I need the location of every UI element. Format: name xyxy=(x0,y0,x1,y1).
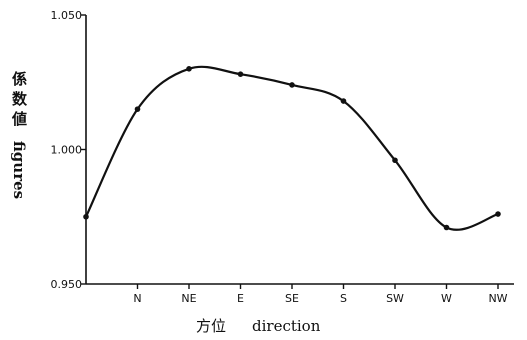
data-markers xyxy=(83,66,501,231)
x-tick-label: N xyxy=(133,292,141,305)
data-point xyxy=(340,98,347,104)
x-tick-label: S xyxy=(340,292,347,305)
data-point xyxy=(134,106,141,112)
series-line xyxy=(85,65,499,231)
x-ticks: N NE E SE S SW W NW xyxy=(133,284,508,305)
y-axis-title-latin: figures xyxy=(10,141,28,199)
y-axis-title: 係数値 figures xyxy=(10,70,28,199)
x-tick-label: E xyxy=(237,292,244,305)
x-tick-label: SE xyxy=(285,292,299,305)
x-axis-title: 方位 direction xyxy=(196,317,321,335)
data-point xyxy=(83,213,89,220)
data-point xyxy=(392,157,398,164)
x-axis-title-latin: direction xyxy=(252,317,321,335)
y-tick-label: 1.000 xyxy=(51,144,83,157)
data-point xyxy=(289,82,295,88)
x-axis-title-cjk: 方位 xyxy=(196,317,226,335)
data-point xyxy=(186,66,192,72)
x-tick-label: NE xyxy=(181,292,196,305)
data-point xyxy=(237,71,244,77)
y-axis-title-cjk: 係数値 xyxy=(11,70,28,128)
data-point xyxy=(443,224,450,231)
y-tick-label: 0.950 xyxy=(51,278,83,291)
y-ticks: 0.950 1.000 1.050 xyxy=(51,9,86,291)
x-tick-label: NW xyxy=(488,292,507,305)
x-tick-label: W xyxy=(441,292,452,305)
x-tick-label: SW xyxy=(386,292,404,305)
data-point xyxy=(495,211,501,217)
y-tick-label: 1.050 xyxy=(51,9,83,22)
